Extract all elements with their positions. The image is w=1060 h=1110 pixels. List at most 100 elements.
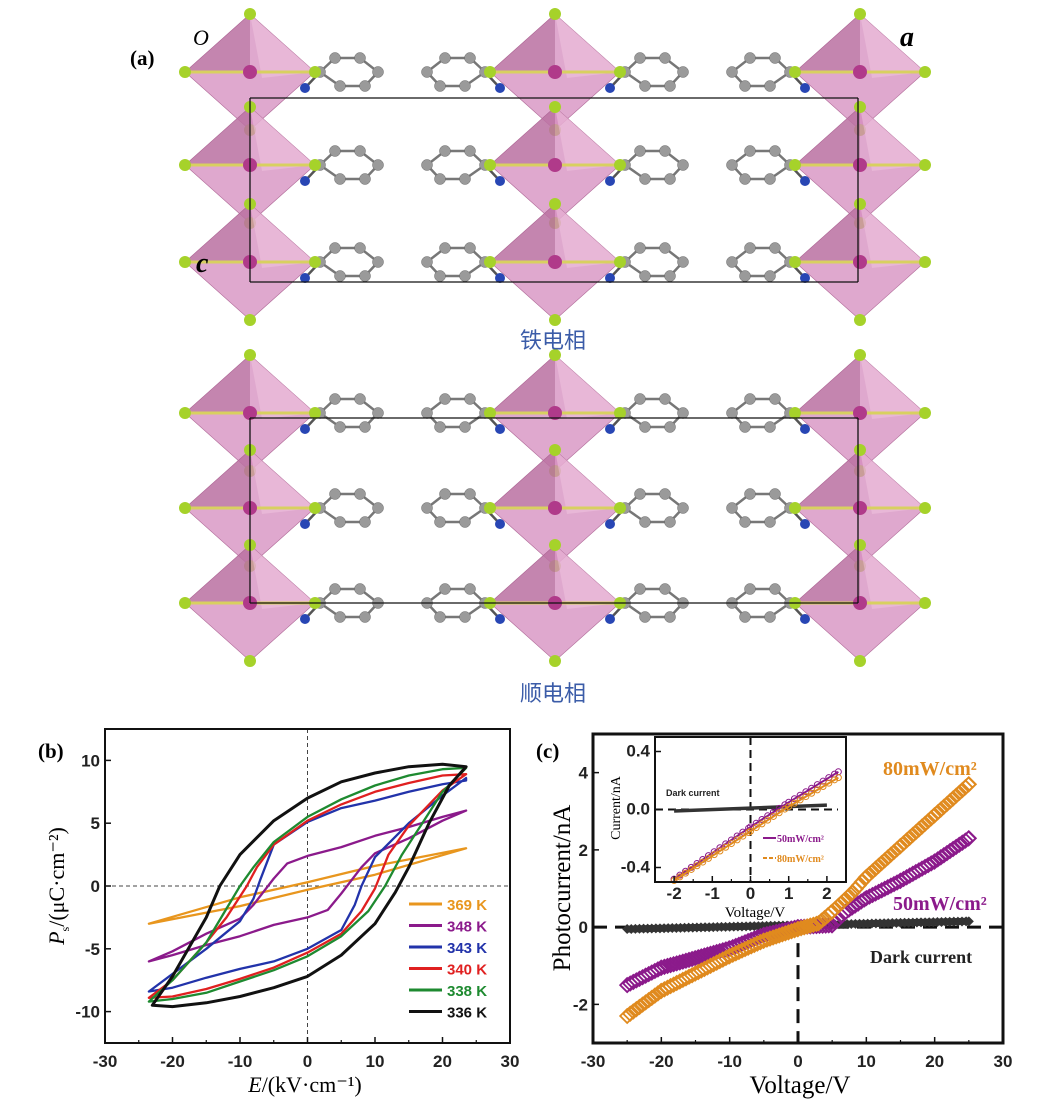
octahedron-face-light xyxy=(250,545,315,609)
y-tick-label: 5 xyxy=(91,814,100,833)
nitrogen-atom xyxy=(800,519,810,529)
carbon-atom xyxy=(634,145,646,157)
x-axis-label: Voltage/V xyxy=(750,1072,851,1099)
halide-atom xyxy=(244,655,256,667)
halide-atom xyxy=(309,159,321,171)
legend-label: 336 K xyxy=(447,1005,487,1022)
carbon-atom xyxy=(354,488,366,500)
y-tick-label: 0.0 xyxy=(626,799,650,818)
data-marker xyxy=(919,856,937,874)
ring-bonds xyxy=(623,246,685,278)
metal-atom xyxy=(853,255,867,269)
octahedron-face-light xyxy=(860,355,925,419)
metal-atom xyxy=(548,255,562,269)
halide-atom xyxy=(614,66,626,78)
carbon-atom xyxy=(634,488,646,500)
metal-atom xyxy=(853,65,867,79)
halide-atom xyxy=(484,66,496,78)
legend-label: 348 K xyxy=(447,919,487,936)
inset-marker xyxy=(704,854,712,862)
carbon-atom xyxy=(664,611,676,623)
organic-cation xyxy=(726,393,810,434)
hysteresis-loop-338K xyxy=(147,766,468,1003)
carbon-atom xyxy=(744,583,756,595)
data-marker xyxy=(767,928,785,945)
y-tick-label: -10 xyxy=(75,1003,100,1022)
inset-marker xyxy=(710,851,718,859)
octahedron xyxy=(789,444,931,572)
data-marker xyxy=(674,953,692,970)
octahedron-face-shade xyxy=(490,204,555,262)
data-marker xyxy=(823,903,841,920)
carbon-atom xyxy=(459,611,471,623)
halide-atom xyxy=(854,349,866,361)
octahedron-face-shade xyxy=(185,450,250,508)
carbon-atom xyxy=(639,270,651,282)
unit-cell xyxy=(249,417,859,604)
hysteresis-loop-336K xyxy=(150,762,468,1009)
data-marker xyxy=(786,921,803,939)
carbon-atom xyxy=(421,159,433,171)
carbon-atom xyxy=(434,270,446,282)
x-tick-label: -2 xyxy=(667,884,682,903)
carbon-atom xyxy=(434,611,446,623)
octahedron-face-light xyxy=(250,450,315,514)
inset-marker xyxy=(752,824,760,832)
carbon-atom xyxy=(329,242,341,254)
halide-atom xyxy=(614,159,626,171)
carbon-atom xyxy=(434,421,446,433)
metal-atom xyxy=(853,406,867,420)
inset-dark-current-label: Dark current xyxy=(666,788,720,798)
panel-c-label: (c) xyxy=(536,739,559,763)
inset-marker xyxy=(802,793,810,801)
carbon-atom xyxy=(769,488,781,500)
ring-bonds xyxy=(318,149,380,181)
y-tick-label: 0 xyxy=(91,877,100,896)
x-tick-label: 0 xyxy=(303,1052,312,1071)
nitrogen-atom xyxy=(300,424,310,434)
octahedron-face-light xyxy=(860,107,925,171)
octahedron-face-shade xyxy=(490,107,555,165)
octahedron xyxy=(484,444,626,572)
carbon-atom xyxy=(739,270,751,282)
carbon-atom xyxy=(659,488,671,500)
octahedron-face-shade xyxy=(185,355,250,413)
organic-cation xyxy=(300,488,384,529)
data-marker xyxy=(802,917,819,934)
inset-marker xyxy=(764,816,772,824)
octahedron-face-shade xyxy=(490,450,555,508)
carbon-atom xyxy=(334,80,346,92)
carbon-atom xyxy=(329,488,341,500)
carbon-atom xyxy=(421,407,433,419)
carbon-atom xyxy=(769,242,781,254)
halide-atom xyxy=(549,314,561,326)
inset-marker xyxy=(745,828,753,836)
data-marker xyxy=(774,926,791,943)
data-marker xyxy=(680,951,698,969)
carbon-atom xyxy=(726,502,738,514)
ring-bonds xyxy=(318,492,380,524)
octahedron xyxy=(789,8,931,136)
x-axis-label: E/(kV·cm⁻¹) xyxy=(247,1072,362,1097)
carbon-atom xyxy=(739,421,751,433)
halide-atom xyxy=(179,159,191,171)
carbon-atom xyxy=(764,516,776,528)
halide-atom xyxy=(789,66,801,78)
halide-atom xyxy=(179,66,191,78)
halide-atom xyxy=(484,407,496,419)
octahedron xyxy=(789,539,931,667)
carbon-atom xyxy=(354,583,366,595)
y-tick-label: -2 xyxy=(573,995,588,1014)
octahedron-face-light xyxy=(860,14,925,78)
ring-bonds xyxy=(425,56,487,88)
nitrogen-atom xyxy=(605,614,615,624)
carbon-atom xyxy=(769,393,781,405)
hysteresis-chart: -30 -20 -10 0 10 20 30 -10 -5 0 5 10 (b) E/(kV·cm⁻¹… xyxy=(38,728,519,1097)
paraelectric-phase-label: 顺电相 xyxy=(520,682,586,707)
carbon-atom xyxy=(664,516,676,528)
y-tick-label: -5 xyxy=(85,940,100,959)
octahedron-face-shade xyxy=(490,355,555,413)
inset-chart: -2 -1 0 1 2 -0.4 0.0 0.4 xyxy=(621,736,847,903)
x-tick-label: -10 xyxy=(717,1052,742,1071)
data-marker xyxy=(960,775,978,793)
